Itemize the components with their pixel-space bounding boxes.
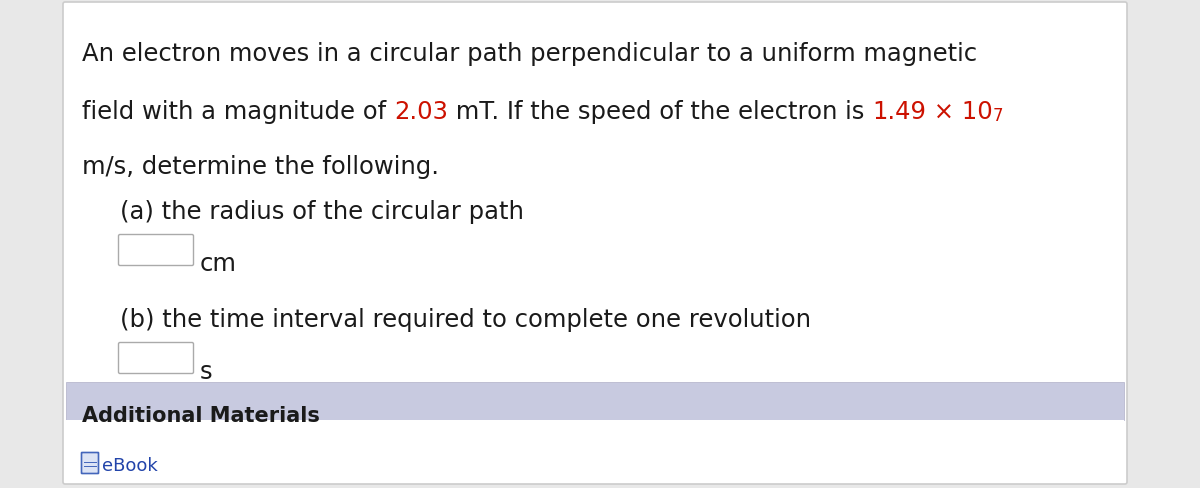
Bar — [66, 420, 1124, 482]
Text: mT. If the speed of the electron is: mT. If the speed of the electron is — [448, 100, 872, 124]
Bar — [66, 382, 1124, 420]
Text: (a) the radius of the circular path: (a) the radius of the circular path — [120, 200, 524, 224]
Text: field with a magnitude of: field with a magnitude of — [82, 100, 394, 124]
Text: cm: cm — [200, 251, 236, 275]
FancyBboxPatch shape — [119, 235, 193, 266]
FancyBboxPatch shape — [64, 3, 1127, 484]
Text: 2.03: 2.03 — [394, 100, 448, 124]
FancyBboxPatch shape — [82, 452, 98, 473]
Text: Additional Materials: Additional Materials — [82, 405, 320, 425]
Text: (b) the time interval required to complete one revolution: (b) the time interval required to comple… — [120, 307, 811, 331]
Text: s: s — [200, 359, 212, 383]
Text: × 10: × 10 — [926, 100, 992, 124]
FancyBboxPatch shape — [119, 343, 193, 374]
Text: m/s, determine the following.: m/s, determine the following. — [82, 155, 439, 179]
Text: 1.49: 1.49 — [872, 100, 926, 124]
Text: An electron moves in a circular path perpendicular to a uniform magnetic: An electron moves in a circular path per… — [82, 42, 977, 66]
Text: eBook: eBook — [102, 456, 157, 474]
Text: 7: 7 — [992, 107, 1003, 125]
